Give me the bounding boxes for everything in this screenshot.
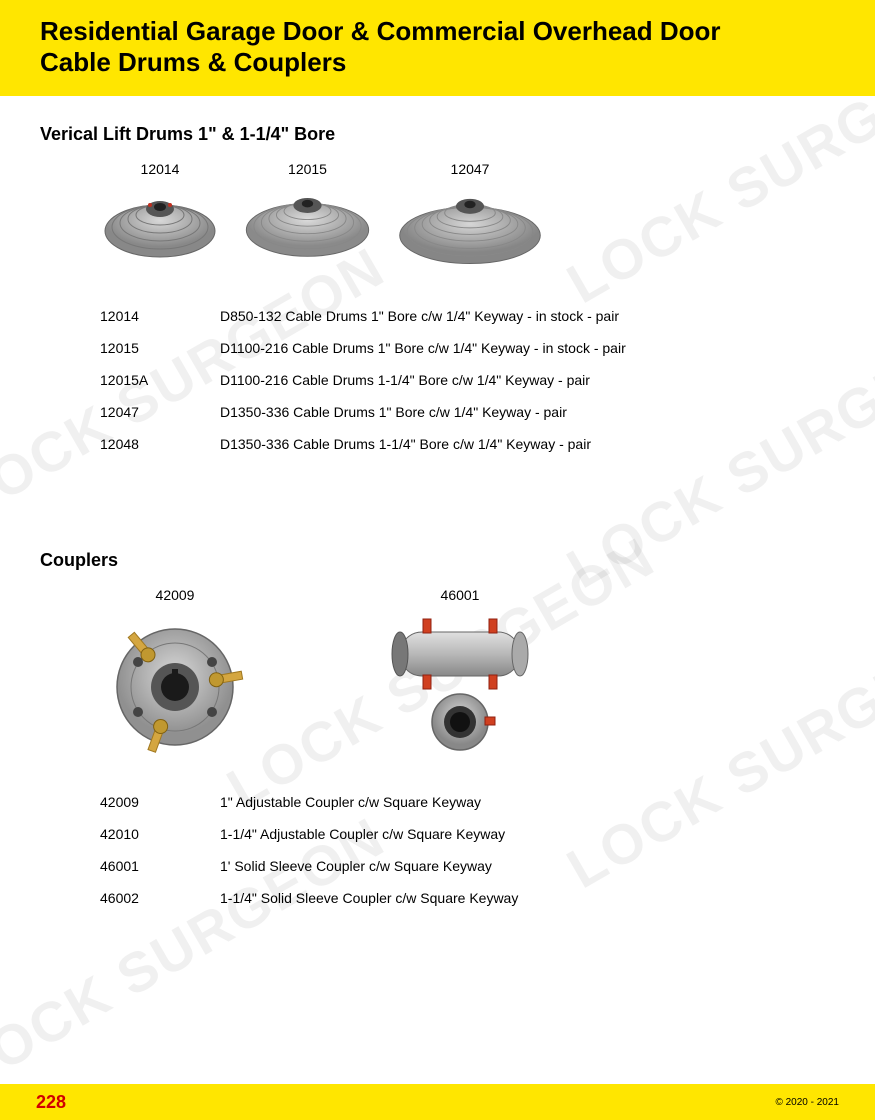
content-area: Verical Lift Drums 1" & 1-1/4" Bore 1201… <box>0 96 875 914</box>
spec-desc: D1350-336 Cable Drums 1" Bore c/w 1/4" K… <box>220 404 835 420</box>
spec-code: 42010 <box>100 826 180 842</box>
spec-code: 12015A <box>100 372 180 388</box>
section-drums: Verical Lift Drums 1" & 1-1/4" Bore 1201… <box>40 124 835 460</box>
page-title: Residential Garage Door & Commercial Ove… <box>40 16 835 78</box>
spec-desc: D850-132 Cable Drums 1" Bore c/w 1/4" Ke… <box>220 308 835 324</box>
product-code-label: 12047 <box>395 161 545 177</box>
spec-desc: 1' Solid Sleeve Coupler c/w Square Keywa… <box>220 858 835 874</box>
drum-icon <box>240 181 375 261</box>
product-image-46001: 46001 <box>370 587 550 762</box>
section-title-drums: Verical Lift Drums 1" & 1-1/4" Bore <box>40 124 835 145</box>
spec-code: 46001 <box>100 858 180 874</box>
table-row: 12048 D1350-336 Cable Drums 1-1/4" Bore … <box>100 428 835 460</box>
product-code-label: 12015 <box>240 161 375 177</box>
table-row: 46002 1-1/4" Solid Sleeve Coupler c/w Sq… <box>100 882 835 914</box>
spec-code: 46002 <box>100 890 180 906</box>
footer-bar: 228 © 2020 - 2021 <box>0 1084 875 1120</box>
header-banner: Residential Garage Door & Commercial Ove… <box>0 0 875 96</box>
table-row: 46001 1' Solid Sleeve Coupler c/w Square… <box>100 850 835 882</box>
coupler-images-row: 42009 <box>100 587 835 762</box>
table-row: 42009 1" Adjustable Coupler c/w Square K… <box>100 786 835 818</box>
product-image-42009: 42009 <box>100 587 250 762</box>
product-image-12014: 12014 <box>100 161 220 276</box>
drums-spec-table: 12014 D850-132 Cable Drums 1" Bore c/w 1… <box>100 300 835 460</box>
couplers-spec-table: 42009 1" Adjustable Coupler c/w Square K… <box>100 786 835 914</box>
section-couplers: Couplers 42009 <box>40 550 835 914</box>
product-image-12047: 12047 <box>395 161 545 276</box>
title-line-1: Residential Garage Door & Commercial Ove… <box>40 16 721 46</box>
page-number: 228 <box>36 1092 66 1113</box>
table-row: 12015A D1100-216 Cable Drums 1-1/4" Bore… <box>100 364 835 396</box>
spec-code: 12047 <box>100 404 180 420</box>
copyright-text: © 2020 - 2021 <box>775 1097 839 1108</box>
drum-icon <box>100 181 220 261</box>
product-code-label: 46001 <box>370 587 550 603</box>
spec-desc: 1" Adjustable Coupler c/w Square Keyway <box>220 794 835 810</box>
drum-icon <box>395 181 545 271</box>
spec-code: 42009 <box>100 794 180 810</box>
product-code-label: 12014 <box>100 161 220 177</box>
sleeve-coupler-icon <box>370 607 550 757</box>
product-image-12015: 12015 <box>240 161 375 276</box>
flange-coupler-icon <box>100 607 250 757</box>
table-row: 42010 1-1/4" Adjustable Coupler c/w Squa… <box>100 818 835 850</box>
table-row: 12015 D1100-216 Cable Drums 1" Bore c/w … <box>100 332 835 364</box>
spec-code: 12014 <box>100 308 180 324</box>
spec-desc: 1-1/4" Adjustable Coupler c/w Square Key… <box>220 826 835 842</box>
spec-code: 12048 <box>100 436 180 452</box>
table-row: 12014 D850-132 Cable Drums 1" Bore c/w 1… <box>100 300 835 332</box>
spec-desc: D1350-336 Cable Drums 1-1/4" Bore c/w 1/… <box>220 436 835 452</box>
spec-desc: D1100-216 Cable Drums 1" Bore c/w 1/4" K… <box>220 340 835 356</box>
spec-desc: 1-1/4" Solid Sleeve Coupler c/w Square K… <box>220 890 835 906</box>
table-row: 12047 D1350-336 Cable Drums 1" Bore c/w … <box>100 396 835 428</box>
title-line-2: Cable Drums & Couplers <box>40 47 346 77</box>
product-code-label: 42009 <box>100 587 250 603</box>
section-title-couplers: Couplers <box>40 550 835 571</box>
drum-images-row: 12014 12015 <box>100 161 835 276</box>
spec-code: 12015 <box>100 340 180 356</box>
spec-desc: D1100-216 Cable Drums 1-1/4" Bore c/w 1/… <box>220 372 835 388</box>
